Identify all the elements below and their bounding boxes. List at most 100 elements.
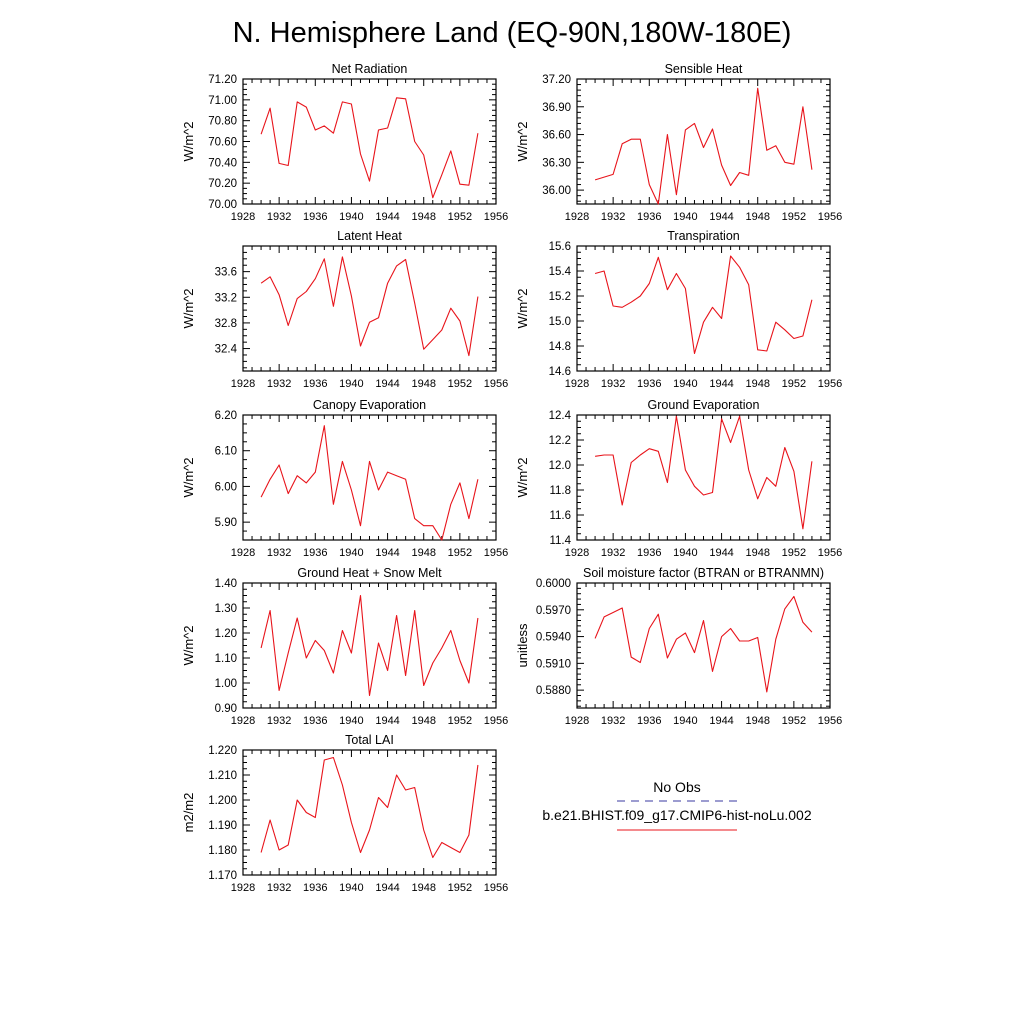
x-tick-label: 1956: [484, 378, 508, 390]
x-tick-label: 1936: [637, 547, 661, 559]
x-tick-label: 1932: [601, 547, 625, 559]
x-tick-label: 1940: [673, 211, 697, 223]
x-tick-label: 1944: [375, 211, 399, 223]
x-tick-label: 1952: [782, 547, 806, 559]
y-tick-label: 0.5970: [536, 605, 571, 617]
y-tick-label: 70.00: [208, 199, 237, 211]
x-tick-label: 1944: [709, 211, 733, 223]
x-tick-label: 1932: [601, 211, 625, 223]
x-tick-label: 1944: [709, 547, 733, 559]
y-axis-label: W/m^2: [181, 625, 196, 665]
x-tick-label: 1936: [303, 378, 327, 390]
y-axis-label: W/m^2: [515, 121, 530, 161]
y-axis-label: m2/m2: [181, 793, 196, 833]
series-line-transpiration: [594, 255, 813, 355]
y-tick-label: 0.5880: [536, 685, 571, 697]
panel-title: Latent Heat: [337, 229, 402, 243]
x-tick-label: 1940: [673, 715, 697, 727]
x-tick-label: 1932: [601, 378, 625, 390]
y-tick-label: 1.30: [215, 603, 237, 615]
x-tick-label: 1948: [745, 211, 769, 223]
x-tick-label: 1928: [565, 715, 589, 727]
x-tick-label: 1928: [231, 882, 255, 894]
y-tick-label: 0.5940: [536, 632, 571, 644]
y-tick-label: 6.10: [215, 446, 237, 458]
panel-title: Ground Heat + Snow Melt: [297, 566, 442, 580]
series-line-ground-evaporation: [595, 415, 813, 530]
y-tick-label: 15.2: [549, 291, 571, 303]
x-tick-label: 1952: [448, 882, 472, 894]
x-tick-label: 1952: [782, 378, 806, 390]
series-line-soil-moisture-factor-btran-or-btranmn: [594, 595, 813, 693]
series-line-canopy-evaporation: [260, 425, 479, 541]
plot-frame: [576, 582, 831, 709]
x-tick-label: 1952: [782, 211, 806, 223]
plot-frame: [576, 414, 831, 541]
panel-soil-moisture-factor-btran-or-btranmn: Soil moisture factor (BTRAN or BTRANMN) u…: [515, 566, 842, 727]
panel-sensible-heat: Sensible Heat W/m^2 1928 1932 1936 1940 1944 19…: [515, 62, 842, 223]
x-tick-label: 1928: [231, 378, 255, 390]
y-tick-label: 1.20: [215, 628, 237, 640]
y-tick-label: 1.180: [208, 845, 237, 857]
y-tick-label: 11.4: [549, 535, 571, 547]
x-tick-label: 1944: [709, 378, 733, 390]
x-tick-label: 1952: [782, 715, 806, 727]
panel-ground-heat-snow-melt: Ground Heat + Snow Melt W/m^2 1928 1932 1936…: [181, 566, 508, 727]
x-tick-label: 1932: [267, 882, 291, 894]
y-tick-label: 37.20: [542, 74, 571, 86]
x-tick-label: 1932: [601, 715, 625, 727]
y-tick-label: 71.00: [208, 95, 237, 107]
x-tick-label: 1944: [375, 547, 399, 559]
x-tick-label: 1928: [231, 547, 255, 559]
legend-model-label: b.e21.BHIST.f09_g17.CMIP6-hist-noLu.002: [542, 807, 811, 823]
y-axis-label: W/m^2: [515, 288, 530, 328]
x-tick-label: 1956: [484, 211, 508, 223]
y-tick-label: 5.90: [215, 517, 237, 529]
y-tick-label: 1.220: [208, 745, 237, 757]
x-tick-label: 1940: [339, 211, 363, 223]
y-tick-label: 33.2: [215, 292, 237, 304]
x-tick-label: 1948: [411, 547, 435, 559]
panels-group: Net Radiation W/m^2 1928 1932 1936 1940 1944 19…: [181, 62, 842, 894]
plot-frame: [242, 78, 497, 205]
panel-title: Soil moisture factor (BTRAN or BTRANMN): [583, 566, 824, 580]
y-tick-label: 1.210: [208, 770, 237, 782]
series-line-latent-heat: [260, 256, 479, 357]
plot-frame: [576, 78, 831, 205]
series-line-ground-heat-snow-melt: [260, 594, 479, 697]
x-tick-label: 1936: [637, 378, 661, 390]
y-tick-label: 12.4: [549, 410, 572, 422]
y-tick-label: 70.80: [208, 116, 237, 128]
y-axis-label: W/m^2: [181, 457, 196, 497]
x-tick-label: 1940: [339, 378, 363, 390]
series-line-sensible-heat: [594, 87, 813, 205]
panel-latent-heat: Latent Heat W/m^2 1928 1932 1936 1940 1944 1948…: [181, 229, 508, 390]
y-tick-label: 71.20: [208, 74, 237, 86]
series-line-total-lai: [260, 756, 479, 859]
plot-frame: [576, 245, 831, 372]
figure-title: N. Hemisphere Land (EQ-90N,180W-180E): [233, 17, 792, 49]
y-axis-label: W/m^2: [181, 288, 196, 328]
y-tick-label: 15.6: [549, 241, 571, 253]
x-tick-label: 1948: [745, 378, 769, 390]
y-tick-label: 12.0: [549, 460, 571, 472]
x-tick-label: 1956: [818, 547, 842, 559]
plot-frame: [242, 245, 497, 372]
x-tick-label: 1932: [267, 211, 291, 223]
x-tick-label: 1956: [818, 715, 842, 727]
x-tick-label: 1940: [673, 547, 697, 559]
plot-frame: [242, 582, 497, 709]
panel-title: Transpiration: [667, 229, 740, 243]
y-tick-label: 0.90: [215, 703, 237, 715]
x-tick-label: 1956: [484, 882, 508, 894]
panel-title: Total LAI: [345, 733, 394, 747]
x-tick-label: 1948: [411, 882, 435, 894]
x-tick-label: 1944: [375, 715, 399, 727]
x-tick-label: 1956: [484, 547, 508, 559]
y-tick-label: 1.10: [215, 653, 237, 665]
x-tick-label: 1928: [565, 547, 589, 559]
legend-obs-label: No Obs: [653, 779, 700, 795]
y-tick-label: 36.60: [542, 130, 571, 142]
series-line-net-radiation: [260, 97, 479, 199]
y-tick-label: 32.4: [215, 344, 238, 356]
